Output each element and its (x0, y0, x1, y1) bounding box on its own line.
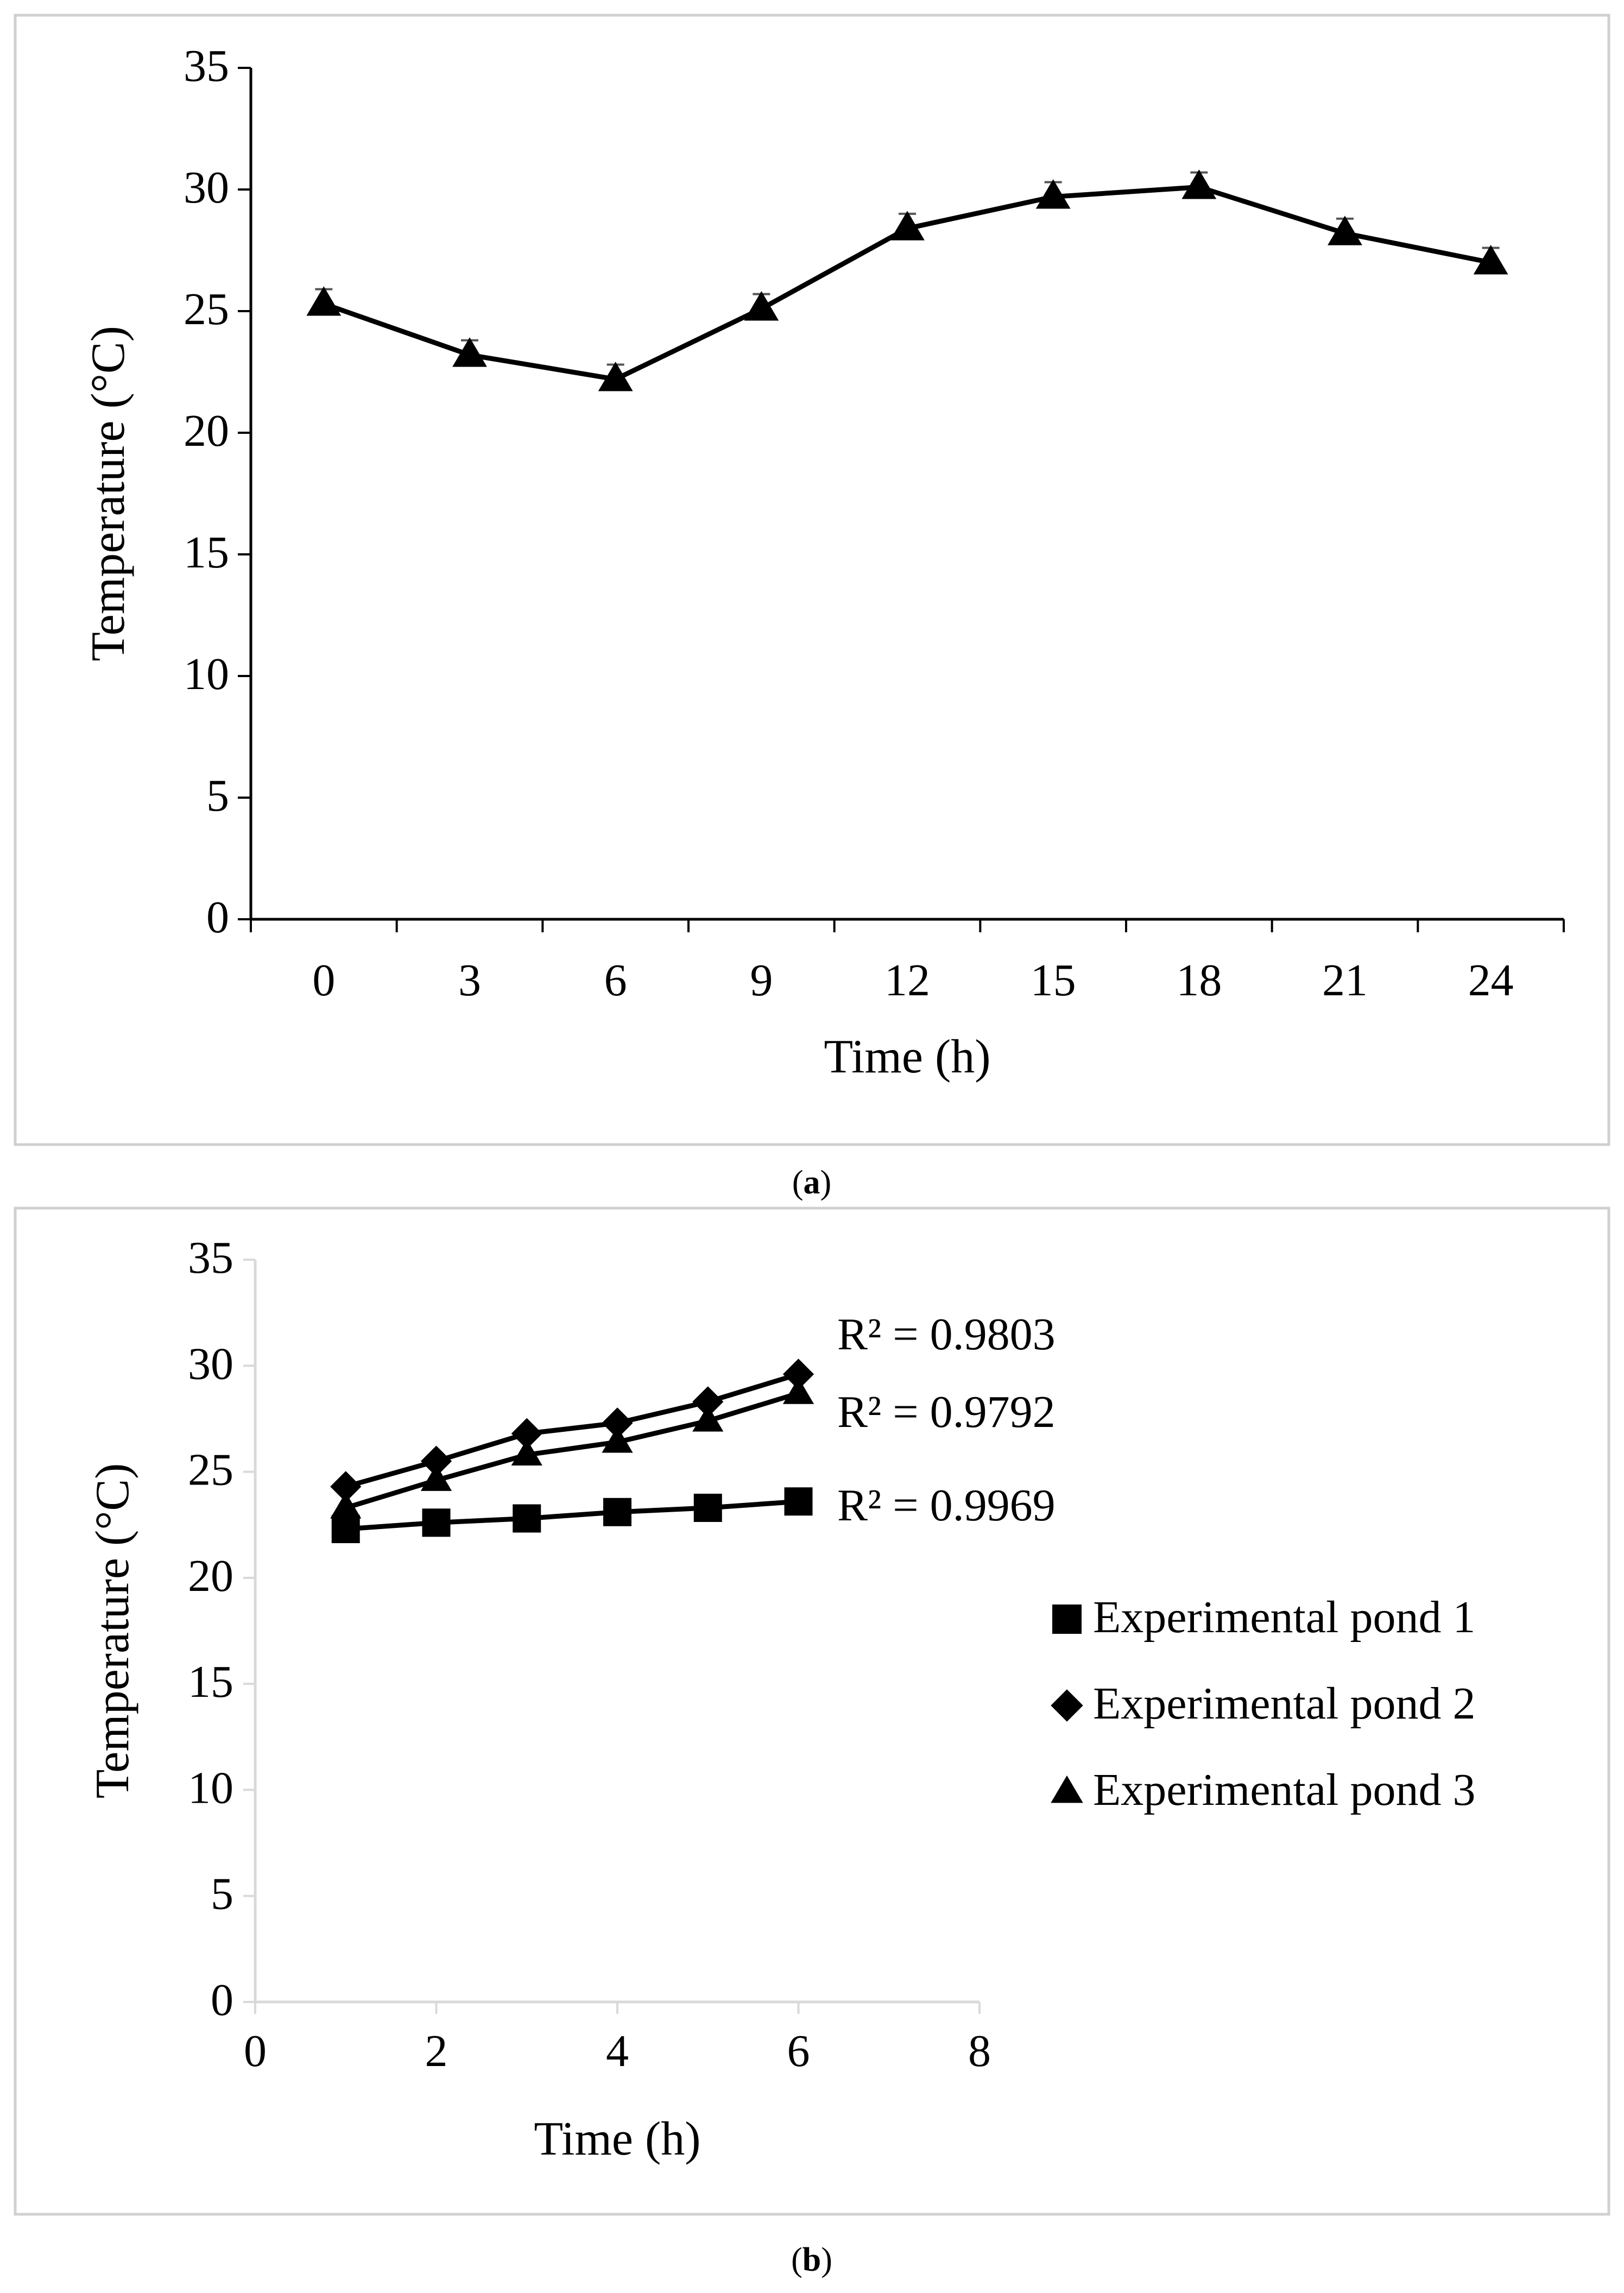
x-tick-label: 18 (1176, 955, 1222, 1006)
x-tick-label: 15 (1031, 955, 1076, 1006)
x-tick-label: 0 (244, 2026, 267, 2076)
x-tick-label: 6 (787, 2026, 810, 2076)
legend-marker-triangle (1051, 1775, 1083, 1803)
r-squared-label: R² = 0.9803 (837, 1309, 1056, 1360)
y-tick-label: 35 (188, 1233, 233, 1283)
x-tick-label: 3 (458, 955, 481, 1006)
y-tick-label: 20 (184, 406, 229, 456)
x-tick-label: 21 (1322, 955, 1368, 1006)
y-tick-label: 5 (211, 1869, 233, 1919)
r-squared-label: R² = 0.9792 (837, 1387, 1056, 1437)
data-point-triangle (1328, 216, 1362, 245)
x-tick-label: 9 (750, 955, 773, 1006)
data-point-square (693, 1493, 722, 1522)
data-point-diamond (420, 1445, 452, 1477)
series-line-pond-1 (345, 1499, 799, 1532)
x-axis-title: Time (h) (824, 1031, 990, 1083)
series-line-pond-2 (345, 1372, 799, 1489)
data-point-diamond (602, 1407, 633, 1439)
y-tick-label: 25 (188, 1445, 233, 1495)
y-tick-label: 0 (211, 1975, 233, 2025)
data-point-triangle (782, 1378, 814, 1404)
data-point-triangle (452, 337, 487, 367)
x-tick-label: 0 (312, 955, 335, 1006)
y-axis-title: Temperature (°C) (82, 326, 135, 661)
data-point-diamond (782, 1359, 814, 1390)
data-point-square (784, 1487, 813, 1516)
x-axis-title: Time (h) (534, 2113, 700, 2165)
x-tick-label: 24 (1468, 955, 1514, 1006)
y-tick-label: 35 (184, 41, 229, 91)
data-point-diamond (511, 1418, 542, 1449)
y-tick-label: 10 (184, 649, 229, 699)
x-tick-label: 12 (884, 955, 930, 1006)
y-axis-title: Temperature (°C) (86, 1463, 139, 1799)
data-point-triangle (1035, 179, 1071, 209)
legend-label: Experimental pond 3 (1093, 1765, 1475, 1815)
data-point-square (331, 1515, 360, 1544)
panel-a-caption: (a) (792, 1164, 831, 1201)
y-tick-label: 30 (184, 162, 229, 213)
data-point-triangle (511, 1439, 542, 1466)
y-tick-label: 25 (184, 284, 229, 334)
data-point-diamond (692, 1386, 724, 1418)
series-line-pond-3 (345, 1391, 799, 1511)
data-point-square (603, 1498, 631, 1526)
data-point-triangle (692, 1405, 724, 1432)
data-point-triangle (306, 286, 342, 316)
data-point-triangle (1473, 245, 1508, 275)
x-tick-label: 6 (604, 955, 627, 1006)
y-tick-label: 15 (188, 1657, 233, 1707)
data-point-triangle (420, 1464, 452, 1491)
y-tick-label: 0 (206, 892, 229, 943)
y-tick-label: 10 (188, 1763, 233, 1813)
panel-a-frame (14, 14, 1610, 1146)
data-point-triangle (330, 1492, 362, 1519)
r-squared-label: R² = 0.9969 (837, 1480, 1056, 1531)
data-point-triangle (602, 1426, 633, 1453)
data-point-square (422, 1508, 451, 1537)
panel-b-chart: 0 5 10 15 20 25 30 35 0 2 4 6 8 Time (h) Temperature (… (86, 1233, 1475, 2165)
panel-b-frame (14, 1206, 1610, 2216)
legend-label: Experimental pond 2 (1093, 1678, 1475, 1729)
x-tick-label: 8 (968, 2026, 991, 2076)
data-point-triangle (1181, 169, 1217, 199)
y-tick-label: 30 (188, 1338, 233, 1389)
legend-marker-diamond (1051, 1689, 1083, 1722)
y-tick-label: 20 (188, 1551, 233, 1601)
data-point-triangle (890, 211, 925, 241)
data-point-triangle (744, 291, 779, 321)
y-tick-label: 15 (184, 527, 229, 578)
legend-marker-square (1052, 1605, 1082, 1634)
panel-a-chart: 0 5 10 15 20 25 30 35 0 3 6 9 12 15 18 21 24 Time (h) Temp… (82, 41, 1565, 1083)
x-tick-label: 2 (425, 2026, 448, 2076)
data-point-square (513, 1504, 541, 1533)
panel-b-caption: (b) (791, 2241, 832, 2278)
data-point-triangle (598, 362, 633, 391)
y-tick-label: 5 (206, 770, 229, 821)
legend-label: Experimental pond 1 (1093, 1592, 1475, 1643)
data-point-diamond (330, 1471, 362, 1502)
x-tick-label: 4 (606, 2026, 629, 2076)
